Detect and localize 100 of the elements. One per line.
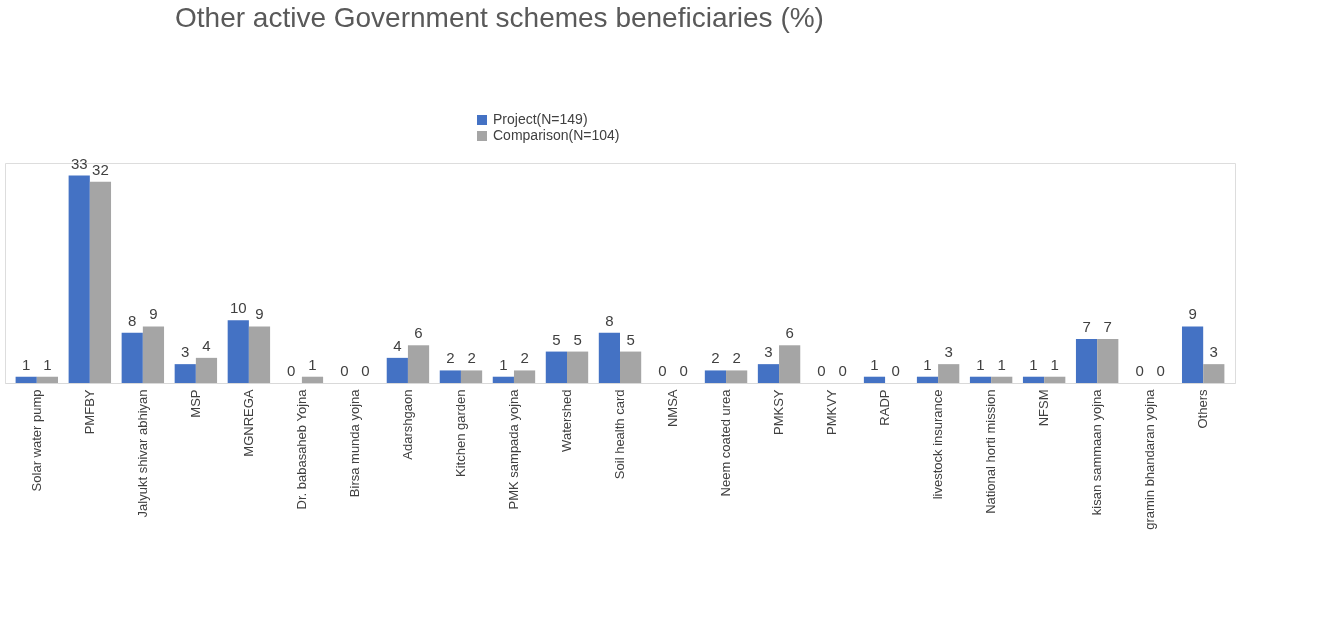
data-label: 0 bbox=[891, 362, 900, 379]
data-label: 5 bbox=[573, 330, 582, 348]
bar bbox=[1203, 364, 1225, 383]
bar bbox=[757, 364, 780, 383]
data-label: 1 bbox=[43, 355, 52, 373]
data-label: 0 bbox=[838, 362, 847, 379]
bar bbox=[863, 376, 886, 383]
bar bbox=[916, 376, 939, 383]
data-label: 1 bbox=[923, 355, 932, 373]
x-tick-label: PMKSY bbox=[771, 389, 787, 436]
bar bbox=[1075, 339, 1098, 383]
bar bbox=[620, 351, 642, 383]
data-label: 5 bbox=[626, 330, 635, 348]
bar bbox=[407, 345, 430, 383]
bar bbox=[1181, 326, 1204, 383]
data-label: 1 bbox=[499, 355, 508, 373]
bar bbox=[121, 332, 143, 383]
bar bbox=[938, 364, 960, 383]
x-tick-label: PMKVY bbox=[824, 389, 840, 436]
bar bbox=[248, 326, 271, 383]
chart-title: Other active Government schemes beneficiaries (%) bbox=[175, 2, 824, 33]
bar bbox=[195, 357, 218, 383]
data-label: 10 bbox=[229, 299, 247, 317]
data-label: 1 bbox=[308, 355, 317, 373]
data-label: 2 bbox=[711, 349, 720, 367]
data-label: 2 bbox=[446, 349, 455, 367]
bar bbox=[991, 376, 1013, 383]
data-label: 0 bbox=[361, 362, 370, 379]
x-tick-label: RADP bbox=[877, 389, 893, 426]
data-label: 4 bbox=[202, 336, 211, 354]
bar bbox=[566, 351, 589, 383]
data-label: 32 bbox=[92, 160, 109, 178]
bar bbox=[779, 345, 801, 383]
x-tick-label: Neem coated urea bbox=[718, 388, 734, 497]
data-label: 2 bbox=[520, 349, 529, 367]
data-label: 1 bbox=[997, 355, 1006, 373]
x-tick-label: National horti mission bbox=[983, 389, 999, 514]
x-tick-label: kisan sammaan yojna bbox=[1089, 388, 1105, 516]
data-label: 4 bbox=[393, 336, 402, 354]
data-label: 0 bbox=[1135, 362, 1144, 379]
data-label: 6 bbox=[414, 324, 423, 342]
data-label: 3 bbox=[181, 343, 190, 361]
bar bbox=[439, 370, 461, 383]
x-tick-label: MGNREGA bbox=[240, 389, 256, 457]
bar bbox=[386, 357, 408, 383]
x-tick-label: MSP bbox=[187, 389, 203, 418]
bar bbox=[89, 181, 112, 383]
data-label: 1 bbox=[1029, 355, 1038, 373]
data-label: 8 bbox=[128, 311, 137, 329]
data-label: 9 bbox=[1188, 305, 1197, 323]
data-label: 1 bbox=[870, 355, 879, 373]
data-label: 2 bbox=[732, 349, 741, 367]
data-label: 8 bbox=[605, 311, 614, 329]
x-tick-label: livestock insurance bbox=[930, 389, 946, 500]
bar bbox=[36, 376, 59, 383]
data-label: 1 bbox=[22, 355, 31, 373]
bar bbox=[598, 332, 620, 383]
x-tick-label: gramin bhandaran yojna bbox=[1142, 388, 1158, 530]
bar bbox=[545, 351, 567, 383]
bar bbox=[1022, 376, 1045, 383]
bar bbox=[142, 326, 165, 383]
bar bbox=[704, 370, 727, 383]
x-tick-label: Solar water pump bbox=[28, 389, 44, 492]
x-tick-label: Dr. babasaheb Yojna bbox=[293, 388, 309, 510]
bar bbox=[513, 370, 536, 383]
x-tick-label: Watershed bbox=[558, 389, 574, 452]
bar bbox=[1044, 376, 1066, 383]
data-label: 3 bbox=[1209, 343, 1218, 361]
data-label: 1 bbox=[1050, 355, 1059, 373]
bar bbox=[301, 376, 324, 383]
data-label: 3 bbox=[764, 343, 773, 361]
data-label: 1 bbox=[976, 355, 985, 373]
data-label: 6 bbox=[785, 324, 794, 342]
bar bbox=[68, 175, 90, 383]
bar bbox=[1097, 339, 1119, 383]
bar bbox=[460, 370, 483, 383]
x-tick-label: Others bbox=[1195, 389, 1211, 429]
bar bbox=[15, 376, 37, 383]
legend-label: Comparison(N=104) bbox=[493, 127, 620, 143]
data-label: 7 bbox=[1082, 318, 1091, 335]
bar bbox=[227, 320, 249, 383]
data-label: 2 bbox=[467, 349, 476, 367]
data-label: 33 bbox=[70, 154, 88, 172]
data-label: 0 bbox=[658, 362, 667, 379]
x-tick-label: NMSA bbox=[665, 389, 681, 428]
data-label: 5 bbox=[552, 330, 561, 348]
data-label: 0 bbox=[287, 362, 296, 379]
x-tick-label: Soil health card bbox=[612, 389, 627, 480]
data-label: 9 bbox=[255, 305, 264, 323]
x-tick-label: Jalyukt shivar abhiyan bbox=[134, 389, 150, 518]
legend-label: Project(N=149) bbox=[493, 111, 588, 127]
x-tick-label: PMFBY bbox=[81, 389, 97, 435]
data-label: 0 bbox=[340, 362, 349, 379]
x-tick-label: Adarshgaon bbox=[399, 389, 415, 460]
data-label: 9 bbox=[149, 305, 158, 323]
x-tick-label: Kitchen garden bbox=[452, 389, 468, 477]
data-label: 0 bbox=[679, 362, 688, 379]
bar bbox=[492, 376, 514, 383]
x-tick-label: Birsa munda yojna bbox=[346, 388, 362, 498]
data-label: 0 bbox=[1156, 362, 1165, 379]
